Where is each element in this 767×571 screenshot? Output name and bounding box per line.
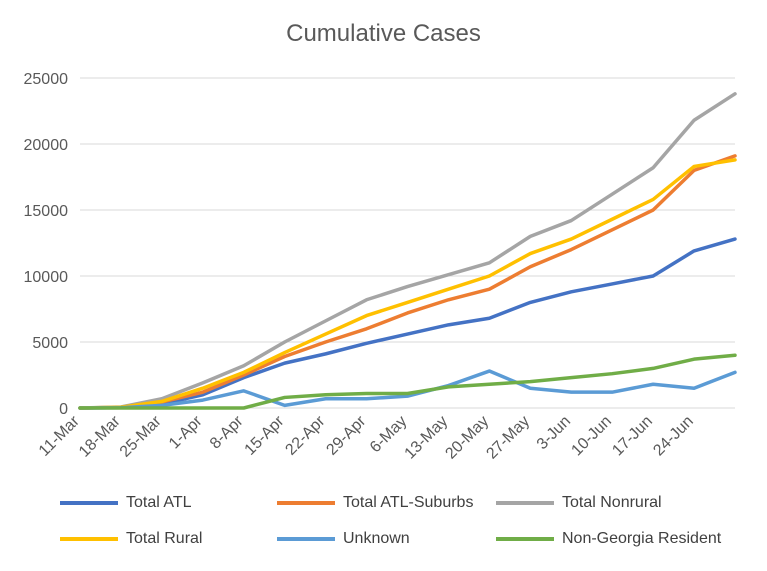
- gridlines: [80, 77, 735, 343]
- y-tick-label: 20000: [24, 137, 69, 154]
- legend-label: Total ATL: [126, 494, 192, 511]
- series-line-total-atl-suburbs: [78, 154, 737, 410]
- x-tick-label: 18-Mar: [76, 412, 124, 460]
- x-tick-label: 15-Apr: [242, 412, 288, 458]
- legend-item: Total Nonrural: [496, 494, 662, 512]
- series-line-unknown: [78, 369, 737, 410]
- y-tick-label: 15000: [24, 203, 69, 220]
- legend-label: Non-Georgia Resident: [562, 530, 722, 547]
- x-tick-label: 22-Apr: [282, 412, 328, 458]
- legend-label: Total Nonrural: [562, 494, 662, 511]
- x-tick-label: 29-Apr: [323, 412, 369, 458]
- y-tick-label: 10000: [24, 269, 69, 286]
- x-tick-label: 13-May: [402, 413, 452, 463]
- legend-item: Total ATL-Suburbs: [277, 494, 473, 512]
- legend-label: Total ATL-Suburbs: [343, 494, 474, 511]
- series-line-total-nonrural: [78, 92, 737, 410]
- legend-swatch: [277, 501, 335, 505]
- x-tick-label: 24-Jun: [650, 413, 697, 460]
- legend-item: Total ATL: [60, 494, 192, 512]
- series-line-total-atl: [78, 237, 737, 410]
- x-tick-label: 10-Jun: [568, 413, 615, 460]
- y-tick-label: 25000: [24, 71, 69, 88]
- x-tick-label: 25-Mar: [117, 412, 165, 460]
- legend-swatch: [60, 537, 118, 541]
- series-line-non-georgia-resident: [78, 353, 737, 410]
- series-lines: [78, 92, 737, 410]
- series-line-total-rural: [78, 158, 737, 410]
- legend-label: Total Rural: [126, 530, 203, 547]
- y-tick-label: 5000: [32, 335, 68, 352]
- legend-item: Non-Georgia Resident: [496, 530, 721, 548]
- legend-item: Unknown: [277, 530, 410, 548]
- x-tick-label: 1-Apr: [166, 412, 206, 452]
- legend-swatch: [60, 501, 118, 505]
- y-tick-label: 0: [59, 401, 68, 418]
- x-tick-label: 20-May: [442, 413, 492, 463]
- x-tick-label: 11-Mar: [36, 412, 83, 459]
- legend-item: Total Rural: [60, 530, 202, 548]
- legend-swatch: [277, 537, 335, 541]
- x-tick-label: 17-Jun: [609, 413, 656, 460]
- x-tick-label: 27-May: [483, 413, 533, 463]
- chart-title: Cumulative Cases: [286, 20, 481, 47]
- legend-label: Unknown: [343, 530, 410, 547]
- legend-swatch: [496, 501, 554, 505]
- legend-swatch: [496, 537, 554, 541]
